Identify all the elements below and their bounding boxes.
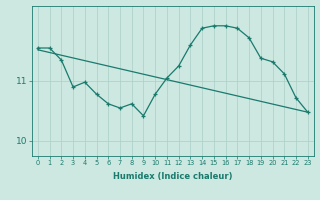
X-axis label: Humidex (Indice chaleur): Humidex (Indice chaleur) <box>113 172 233 181</box>
